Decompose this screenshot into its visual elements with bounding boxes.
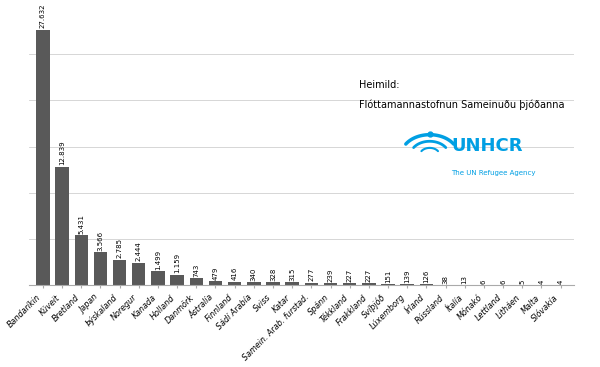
Bar: [113, 259, 127, 286]
Text: 4: 4: [538, 280, 544, 284]
Text: 479: 479: [212, 266, 218, 280]
Text: Flóttamannastofnun Sameinuðu þjóðanna: Flóttamannastofnun Sameinuðu þjóðanna: [359, 99, 565, 110]
Text: Heimild:: Heimild:: [359, 80, 400, 90]
Text: 315: 315: [289, 268, 295, 281]
Text: 126: 126: [424, 269, 430, 283]
Bar: [190, 279, 203, 286]
Bar: [228, 281, 241, 286]
Bar: [55, 167, 69, 286]
Text: 4: 4: [557, 280, 563, 284]
Bar: [286, 283, 299, 286]
Text: 13: 13: [462, 275, 468, 284]
Bar: [305, 283, 318, 286]
Bar: [266, 282, 280, 286]
Text: UNHCR: UNHCR: [451, 137, 523, 155]
Text: 3.566: 3.566: [97, 231, 103, 251]
Text: 6: 6: [500, 279, 506, 284]
Text: 227: 227: [366, 269, 372, 282]
Text: 1.499: 1.499: [155, 250, 161, 270]
Bar: [343, 283, 356, 286]
Text: 239: 239: [328, 268, 334, 282]
Text: 2.785: 2.785: [116, 238, 122, 258]
Text: 2.444: 2.444: [136, 241, 142, 261]
Bar: [362, 283, 376, 286]
Bar: [36, 30, 50, 286]
Text: 340: 340: [251, 268, 257, 281]
Text: 151: 151: [385, 269, 391, 283]
Text: 328: 328: [270, 268, 276, 281]
Text: 27.632: 27.632: [40, 4, 46, 28]
Text: 139: 139: [404, 269, 410, 283]
Text: 416: 416: [232, 267, 238, 280]
Text: 743: 743: [193, 264, 199, 277]
Bar: [324, 283, 337, 286]
Bar: [382, 284, 395, 286]
Text: 1.159: 1.159: [174, 253, 180, 273]
Bar: [209, 281, 222, 286]
Text: 227: 227: [347, 269, 353, 282]
Bar: [74, 235, 88, 286]
Bar: [132, 263, 145, 286]
Text: 12.839: 12.839: [59, 141, 65, 165]
Text: 5: 5: [519, 280, 525, 284]
Bar: [419, 284, 433, 286]
Bar: [170, 275, 184, 286]
Text: 6: 6: [481, 279, 487, 284]
Bar: [94, 252, 107, 286]
Text: The UN Refugee Agency: The UN Refugee Agency: [451, 170, 536, 176]
Text: 38: 38: [443, 275, 449, 284]
Text: 5.431: 5.431: [78, 214, 84, 234]
Bar: [400, 284, 414, 286]
Bar: [247, 282, 260, 286]
Bar: [151, 272, 164, 286]
Text: 277: 277: [308, 268, 314, 281]
